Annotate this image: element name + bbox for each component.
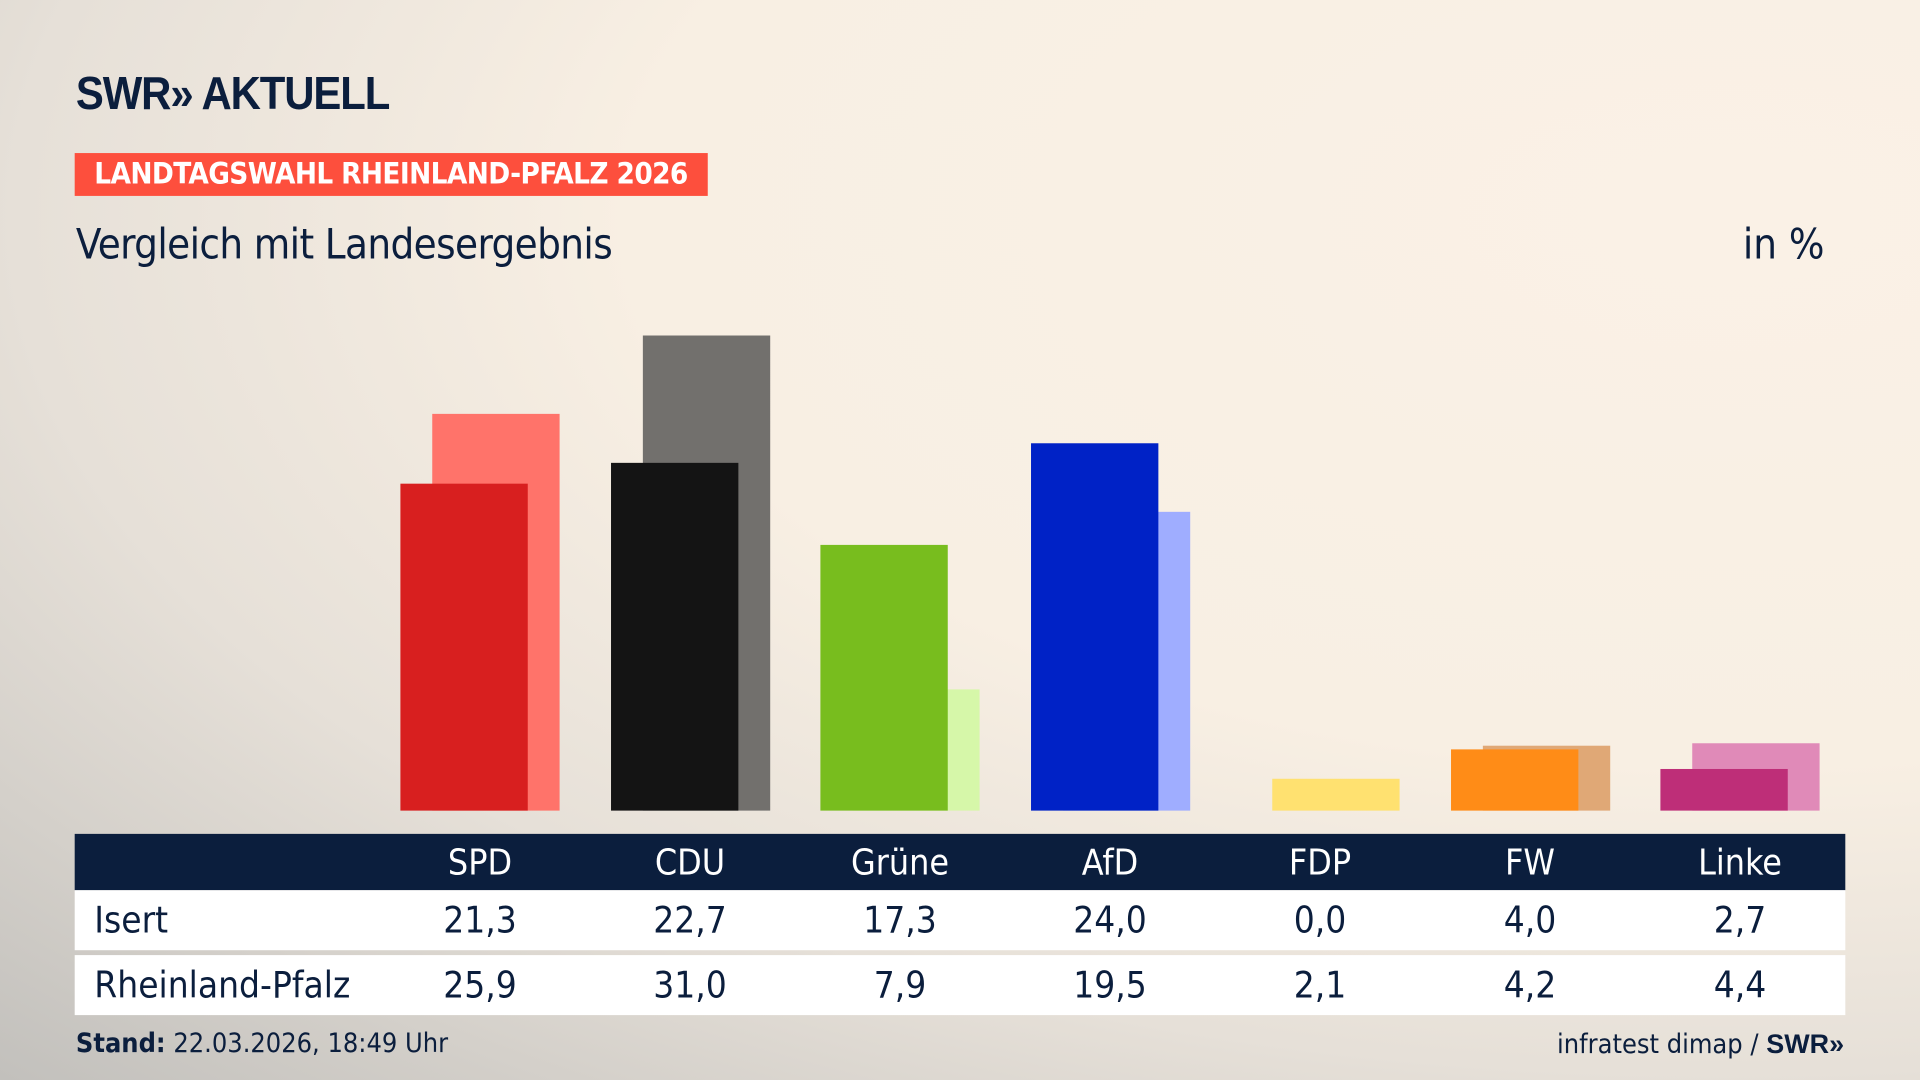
source-text: infratest dimap / xyxy=(1557,1029,1759,1061)
column-header: Linke xyxy=(1698,841,1782,883)
bar-grüne-isert xyxy=(820,545,948,811)
value-cell: 22,7 xyxy=(653,898,727,942)
value-cell: 4,2 xyxy=(1503,963,1557,1007)
bar-spd-isert xyxy=(400,484,528,811)
value-cell: 4,4 xyxy=(1713,963,1767,1007)
column-header: Grüne xyxy=(850,841,950,883)
bar-afd-isert xyxy=(1030,442,1158,811)
chart-subtitle: Vergleich mit Landesergebnis xyxy=(75,220,613,270)
row-label: Isert xyxy=(94,898,169,942)
table-header: SPD CDU Grüne AfD FDP FW Linke xyxy=(74,833,1846,891)
unit-label: in % xyxy=(1742,220,1825,270)
column-header: SPD xyxy=(447,841,513,883)
column-header: FDP xyxy=(1288,841,1352,883)
bar-fw-isert xyxy=(1450,749,1578,811)
election-banner: LANDTAGSWAHL RHEINLAND-PFALZ 2026 xyxy=(74,153,708,196)
value-cell: 17,3 xyxy=(863,898,937,942)
timestamp: Stand: 22.03.2026, 18:49 Uhr xyxy=(76,1029,448,1060)
results-table: SPD CDU Grüne AfD FDP FW Linke Isert 21,3 22,7 1… xyxy=(74,833,1846,1016)
bar-fdp-rheinland-pfalz xyxy=(1272,778,1400,811)
value-cell: 31,0 xyxy=(653,963,727,1007)
value-cell: 2,1 xyxy=(1293,963,1347,1007)
swr-logo: SWR» xyxy=(1766,1028,1845,1060)
bar-chart xyxy=(400,335,1820,811)
value-cell: 21,3 xyxy=(443,898,517,942)
table-row: Rheinland-Pfalz 25,9 31,0 7,9 19,5 2,1 4,2 4,4 xyxy=(74,955,1846,1016)
swr-aktuell-logo: SWR» AKTUELL xyxy=(75,68,390,121)
value-cell: 7,9 xyxy=(873,963,927,1007)
value-cell: 24,0 xyxy=(1073,898,1147,942)
column-header: AfD xyxy=(1081,841,1139,883)
value-cell: 2,7 xyxy=(1713,898,1767,942)
value-cell: 0,0 xyxy=(1293,898,1347,942)
stand-value: 22.03.2026, 18:49 Uhr xyxy=(173,1028,449,1060)
value-cell: 4,0 xyxy=(1503,898,1557,942)
value-cell: 25,9 xyxy=(443,963,517,1007)
column-header: FW xyxy=(1505,841,1555,883)
stand-label: Stand: xyxy=(75,1028,166,1060)
table-row: Isert 21,3 22,7 17,3 24,0 0,0 4,0 2,7 xyxy=(74,890,1846,951)
source: infratest dimap / SWR» xyxy=(1557,1029,1844,1061)
bar-cdu-isert xyxy=(610,462,738,811)
row-label: Rheinland-Pfalz xyxy=(94,963,351,1007)
column-header: CDU xyxy=(654,841,726,883)
bar-linke-isert xyxy=(1660,769,1788,811)
value-cell: 19,5 xyxy=(1073,963,1147,1007)
